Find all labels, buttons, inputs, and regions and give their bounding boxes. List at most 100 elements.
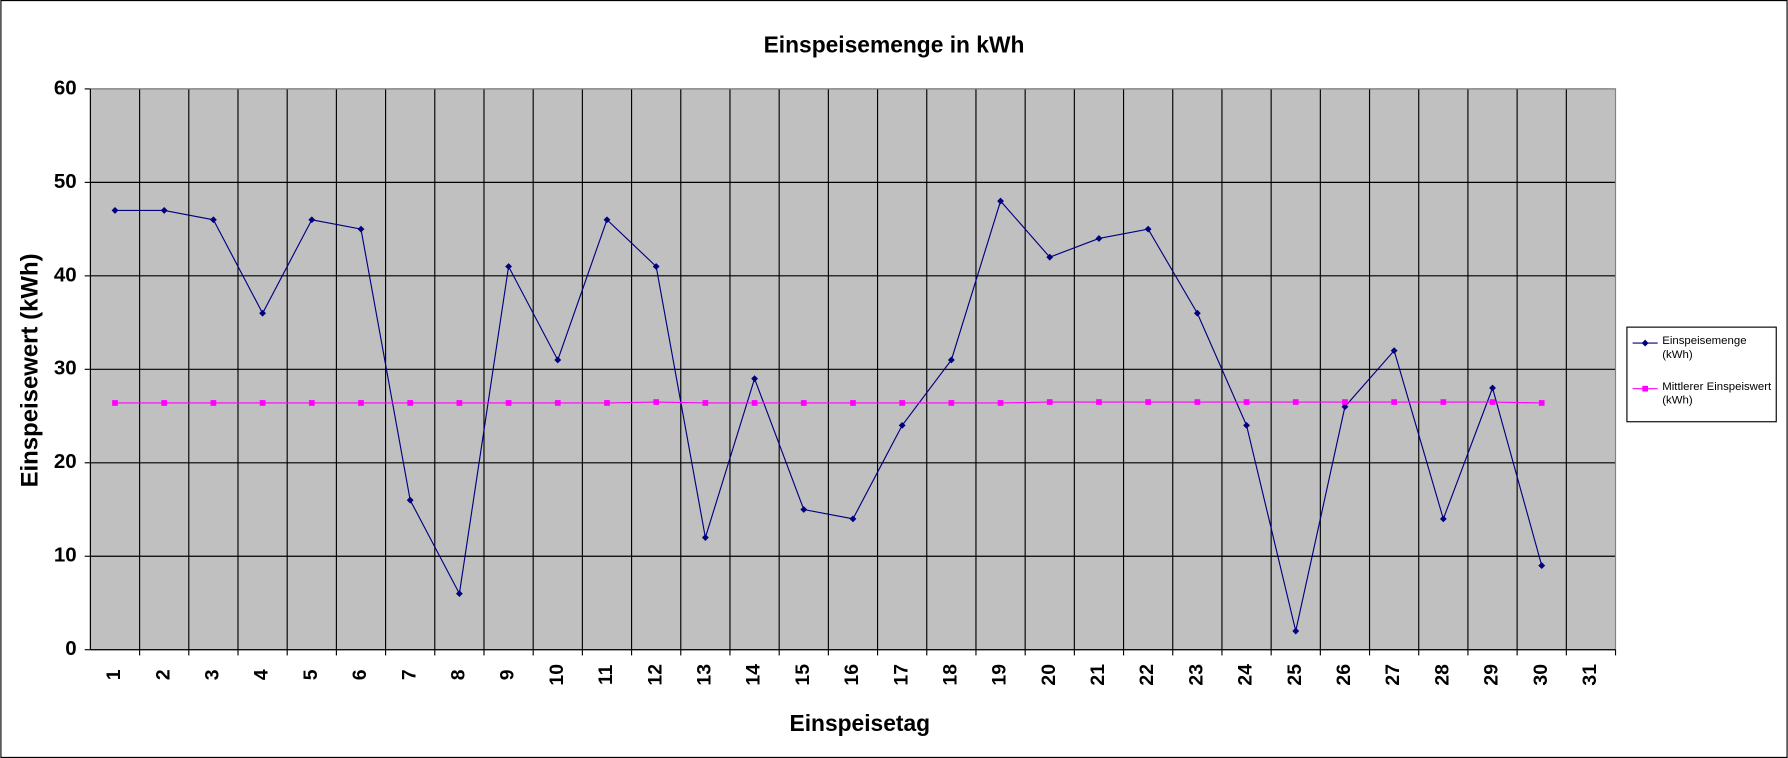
x-tick-label: 15 <box>792 664 814 686</box>
point-marker <box>751 400 758 406</box>
y-tick-label: 60 <box>54 76 77 99</box>
chart-title: Einspeisemenge in kWh <box>764 32 1025 58</box>
x-tick-label: 18 <box>939 664 961 686</box>
y-tick-label: 0 <box>65 637 76 660</box>
point-marker <box>1194 399 1201 405</box>
point-marker <box>1440 399 1447 405</box>
point-marker <box>997 400 1004 406</box>
point-marker <box>161 400 168 406</box>
point-marker <box>1095 235 1103 242</box>
point-marker <box>702 400 709 406</box>
point-marker <box>604 400 610 406</box>
y-tick-label: 50 <box>54 170 77 193</box>
point-marker <box>1641 339 1649 347</box>
point-marker <box>947 356 955 364</box>
point-marker <box>1243 399 1250 405</box>
x-tick-label: 24 <box>1235 664 1257 686</box>
series-line <box>115 401 1542 404</box>
point-marker <box>1243 421 1250 429</box>
x-tick-label: 9 <box>497 669 519 680</box>
point-marker <box>358 400 364 406</box>
point-marker <box>209 216 217 224</box>
point-marker <box>653 399 660 405</box>
legend-label-box: Einspeisemenge (kWh) <box>1662 335 1747 362</box>
x-tick-label: 10 <box>546 664 568 686</box>
x-tick-label: 17 <box>890 664 912 686</box>
x-tick-label: 11 <box>595 664 617 685</box>
point-marker <box>210 400 217 406</box>
point-marker <box>800 400 807 406</box>
point-marker <box>1538 562 1546 570</box>
x-tick-label: 27 <box>1382 664 1404 686</box>
point-marker <box>1046 253 1054 261</box>
point-marker <box>1642 385 1649 392</box>
legend-label: Mittlerer Einspeiswert (kWh) <box>1662 380 1772 407</box>
x-tick-label: 21 <box>1087 664 1109 686</box>
point-marker <box>1342 399 1348 405</box>
x-tick-label: 7 <box>398 669 420 680</box>
point-marker <box>112 400 118 406</box>
point-marker <box>1145 399 1151 405</box>
point-marker <box>751 375 758 383</box>
point-marker <box>259 400 266 406</box>
point-marker <box>406 496 414 504</box>
x-axis-label: Einspeisetag <box>790 710 931 736</box>
point-marker <box>505 400 512 406</box>
x-tick-label: 16 <box>841 664 863 686</box>
point-marker <box>997 197 1004 205</box>
point-marker <box>1292 399 1299 405</box>
point-marker <box>850 400 856 406</box>
point-marker <box>603 216 611 224</box>
point-marker <box>1096 399 1102 405</box>
point-marker <box>505 263 513 270</box>
y-tick-label: 30 <box>54 357 77 380</box>
x-tick-label: 12 <box>644 664 666 686</box>
point-marker <box>308 400 315 406</box>
x-tick-label: 29 <box>1481 664 1503 686</box>
y-tick-label: 10 <box>54 544 77 567</box>
point-marker <box>160 206 168 214</box>
x-tick-label: 3 <box>202 669 224 680</box>
x-tick-label: 2 <box>152 669 174 680</box>
x-tick-label: 25 <box>1284 664 1306 686</box>
x-tick-label: 20 <box>1038 664 1060 686</box>
x-tick-label: 19 <box>989 664 1011 686</box>
point-marker <box>357 225 365 233</box>
point-marker <box>800 506 808 513</box>
series-line <box>115 199 1543 632</box>
point-marker <box>1046 399 1053 405</box>
point-marker <box>554 400 561 406</box>
point-marker <box>1144 225 1152 233</box>
point-marker <box>652 263 660 270</box>
point-marker <box>1489 399 1496 405</box>
legend-label-box: Mittlerer Einspeiswert (kWh) <box>1662 380 1772 407</box>
legend-label: Einspeisemenge (kWh) <box>1662 335 1747 362</box>
point-marker <box>308 216 316 224</box>
point-marker <box>1391 399 1397 405</box>
x-tick-label: 28 <box>1431 664 1453 686</box>
point-marker <box>899 400 906 406</box>
point-marker <box>849 515 857 523</box>
x-tick-label: 4 <box>251 669 273 680</box>
x-tick-label: 1 <box>103 669 125 680</box>
x-tick-label: 8 <box>447 669 469 680</box>
x-tick-label: 30 <box>1530 664 1552 686</box>
x-tick-label: 6 <box>349 669 371 680</box>
x-tick-label: 26 <box>1333 664 1355 686</box>
point-marker <box>554 356 562 364</box>
point-marker <box>407 400 414 406</box>
y-tick-label: 40 <box>54 263 77 286</box>
point-marker <box>1341 403 1349 411</box>
point-marker <box>259 309 267 317</box>
x-tick-label: 5 <box>300 669 322 680</box>
x-tick-label: 31 <box>1579 664 1601 686</box>
x-tick-label: 13 <box>693 664 715 686</box>
point-marker <box>455 590 463 598</box>
x-tick-label: 22 <box>1136 664 1158 686</box>
point-marker <box>456 400 463 406</box>
x-tick-label: 14 <box>743 664 765 686</box>
y-tick-label: 20 <box>54 450 77 473</box>
y-axis-label: Einspeisewert (kWh) <box>16 253 43 487</box>
point-marker <box>948 400 955 406</box>
